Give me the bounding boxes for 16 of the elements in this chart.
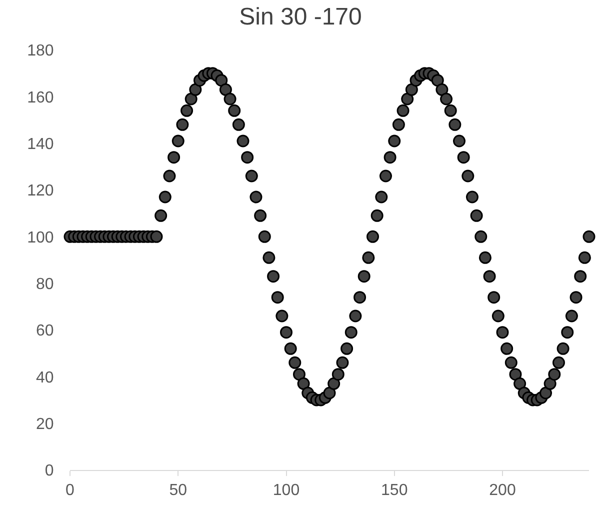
y-tick-label: 40: [36, 369, 54, 386]
x-tick-label: 100: [272, 482, 300, 500]
x-tick-label: 200: [489, 482, 516, 500]
y-tick-label: 80: [36, 276, 54, 293]
x-tick-label: 0: [66, 482, 75, 500]
y-tick-label: 140: [27, 136, 54, 153]
y-tick-label: 100: [27, 229, 54, 246]
y-tick-label: 160: [27, 89, 54, 106]
chart-title: Sin 30 -170: [239, 3, 362, 30]
y-tick-label: 180: [27, 42, 54, 60]
y-tick-label: 20: [36, 416, 54, 433]
y-tick-label: 0: [44, 462, 54, 480]
x-tick-label: 150: [381, 482, 408, 500]
y-tick-label: 60: [36, 322, 54, 340]
y-tick-label: 120: [27, 182, 54, 200]
x-tick-label: 50: [169, 482, 188, 500]
